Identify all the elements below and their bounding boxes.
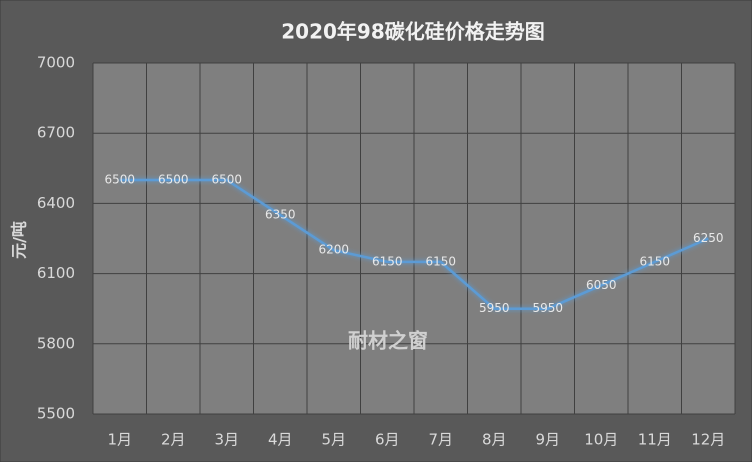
line <box>119 178 709 310</box>
data-label: 6200 <box>318 243 349 257</box>
x-tick-label: 10月 <box>584 431 618 449</box>
y-tick-label: 5800 <box>37 334 75 352</box>
chart-title: 2020年98碳化硅价格走势图 <box>281 20 545 44</box>
data-label: 6150 <box>372 254 403 268</box>
data-label: 5950 <box>479 301 510 315</box>
data-label: 6350 <box>265 208 296 222</box>
data-label: 6500 <box>158 173 189 187</box>
y-tick-label: 7000 <box>37 54 75 72</box>
y-tick-label: 6400 <box>37 194 75 212</box>
y-tick-label: 5500 <box>37 405 75 423</box>
x-tick-label: 6月 <box>375 431 400 449</box>
y-axis-label: 元/吨 <box>10 221 29 259</box>
x-tick-label: 9月 <box>535 431 560 449</box>
x-tick-label: 1月 <box>107 431 132 449</box>
watermark: 耐材之窗 <box>348 329 428 353</box>
x-tick-label: 11月 <box>638 431 672 449</box>
data-label: 5950 <box>532 301 563 315</box>
y-tick-label: 6700 <box>37 124 75 142</box>
x-tick-label: 12月 <box>691 431 725 449</box>
x-tick-label: 7月 <box>428 431 453 449</box>
x-tick-label: 4月 <box>268 431 293 449</box>
data-label: 6150 <box>639 254 670 268</box>
x-tick-label: 5月 <box>321 431 346 449</box>
x-tick-label: 8月 <box>482 431 507 449</box>
data-label: 6250 <box>693 231 724 245</box>
x-tick-label: 3月 <box>214 431 239 449</box>
data-label: 6150 <box>425 254 456 268</box>
data-label: 6500 <box>211 173 242 187</box>
data-label: 6050 <box>586 278 617 292</box>
x-tick-label: 2月 <box>161 431 186 449</box>
data-label: 6500 <box>104 173 135 187</box>
y-tick-label: 6100 <box>37 264 75 282</box>
